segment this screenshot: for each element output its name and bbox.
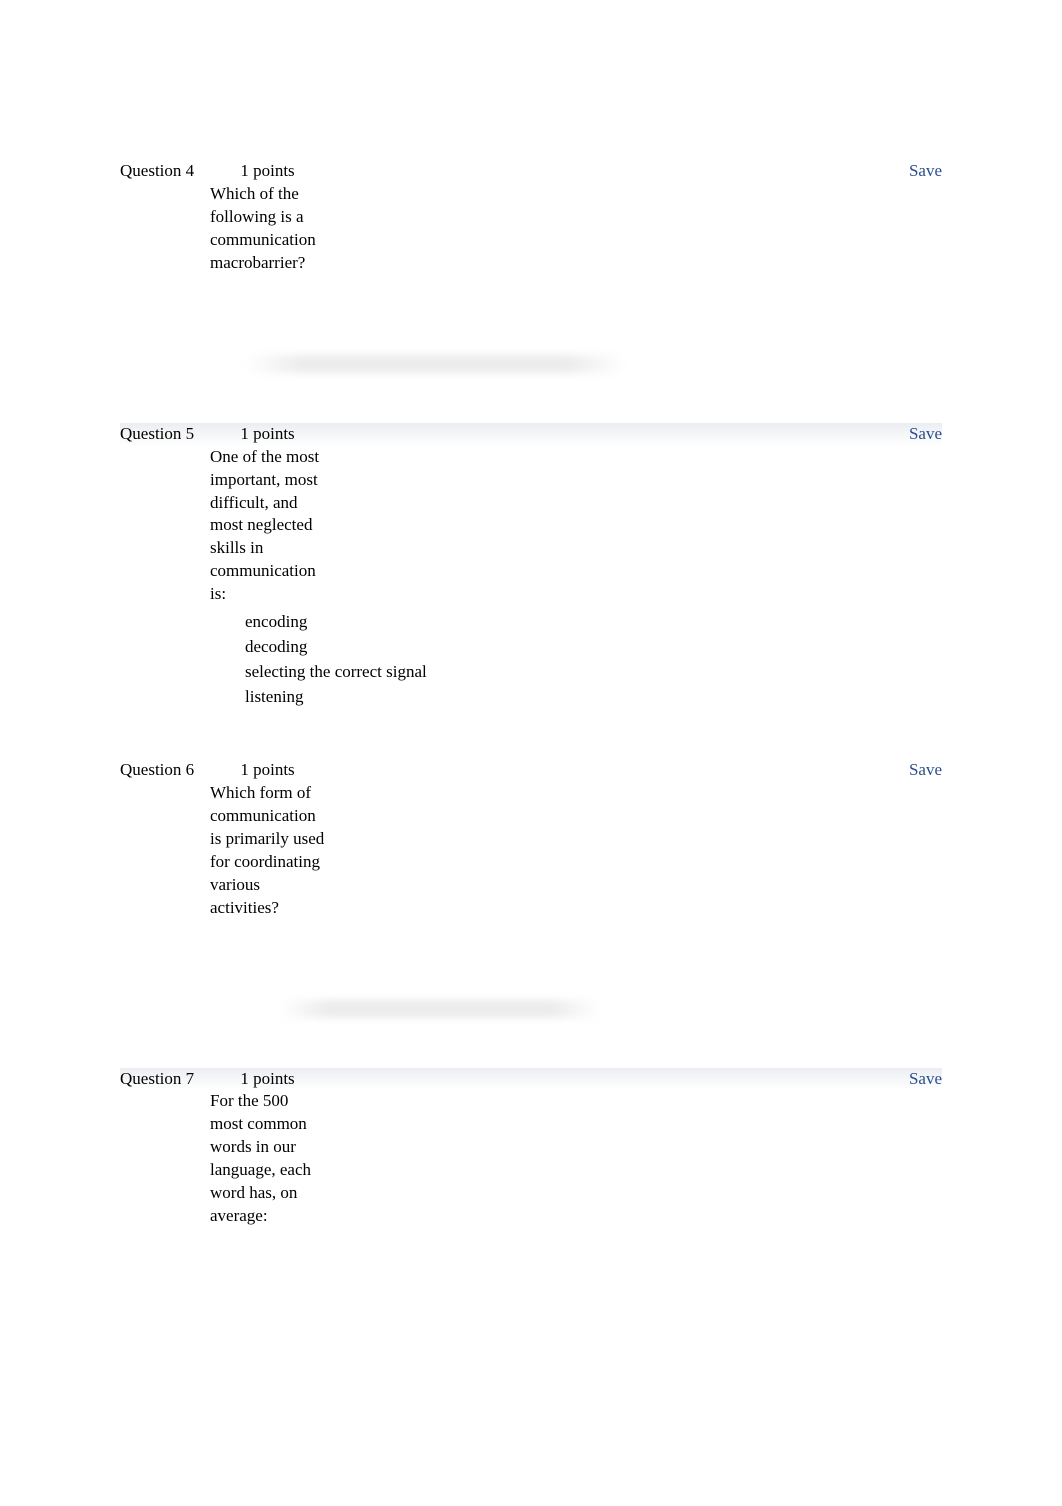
question-header: Question 71 points Save — [120, 1068, 942, 1091]
save-button[interactable]: Save — [909, 423, 942, 446]
question-points: 1 points — [210, 160, 325, 183]
option-item[interactable]: decoding — [245, 636, 942, 659]
question-label: Question 7 — [120, 1068, 210, 1091]
question-header: Question 41 points Save — [120, 160, 942, 183]
option-item[interactable]: listening — [245, 686, 942, 709]
question-points: 1 points — [210, 423, 325, 446]
save-button[interactable]: Save — [909, 160, 942, 183]
question-points: 1 points — [210, 1068, 325, 1091]
question-text: Which of the following is a communicatio… — [210, 183, 325, 275]
question-header: Question 61 points Save — [120, 759, 942, 782]
save-button[interactable]: Save — [909, 1068, 942, 1091]
question-text: For the 500 most common words in our lan… — [210, 1090, 325, 1228]
question-label: Question 4 — [120, 160, 210, 183]
save-button[interactable]: Save — [909, 759, 942, 782]
option-item[interactable]: encoding — [245, 611, 942, 634]
question-header: Question 51 points Save — [120, 423, 942, 446]
question-text: One of the most important, most difficul… — [210, 446, 325, 607]
question-text: Which form of communication is primarily… — [210, 782, 325, 920]
question-label: Question 5 — [120, 423, 210, 446]
question-block: Question 41 points Save Which of the follo… — [120, 160, 942, 373]
question-block: Question 71 points Save For the 500 most c… — [120, 1068, 942, 1229]
question-block: Question 61 points Save Which form of comm… — [120, 759, 942, 1018]
blurred-content — [245, 355, 625, 373]
question-points: 1 points — [210, 759, 325, 782]
options-list: encodingdecodingselecting the correct si… — [245, 611, 942, 709]
blurred-content — [280, 1000, 600, 1018]
question-block: Question 51 points Save One of the most im… — [120, 423, 942, 709]
option-item[interactable]: selecting the correct signal — [245, 661, 942, 684]
question-label: Question 6 — [120, 759, 210, 782]
